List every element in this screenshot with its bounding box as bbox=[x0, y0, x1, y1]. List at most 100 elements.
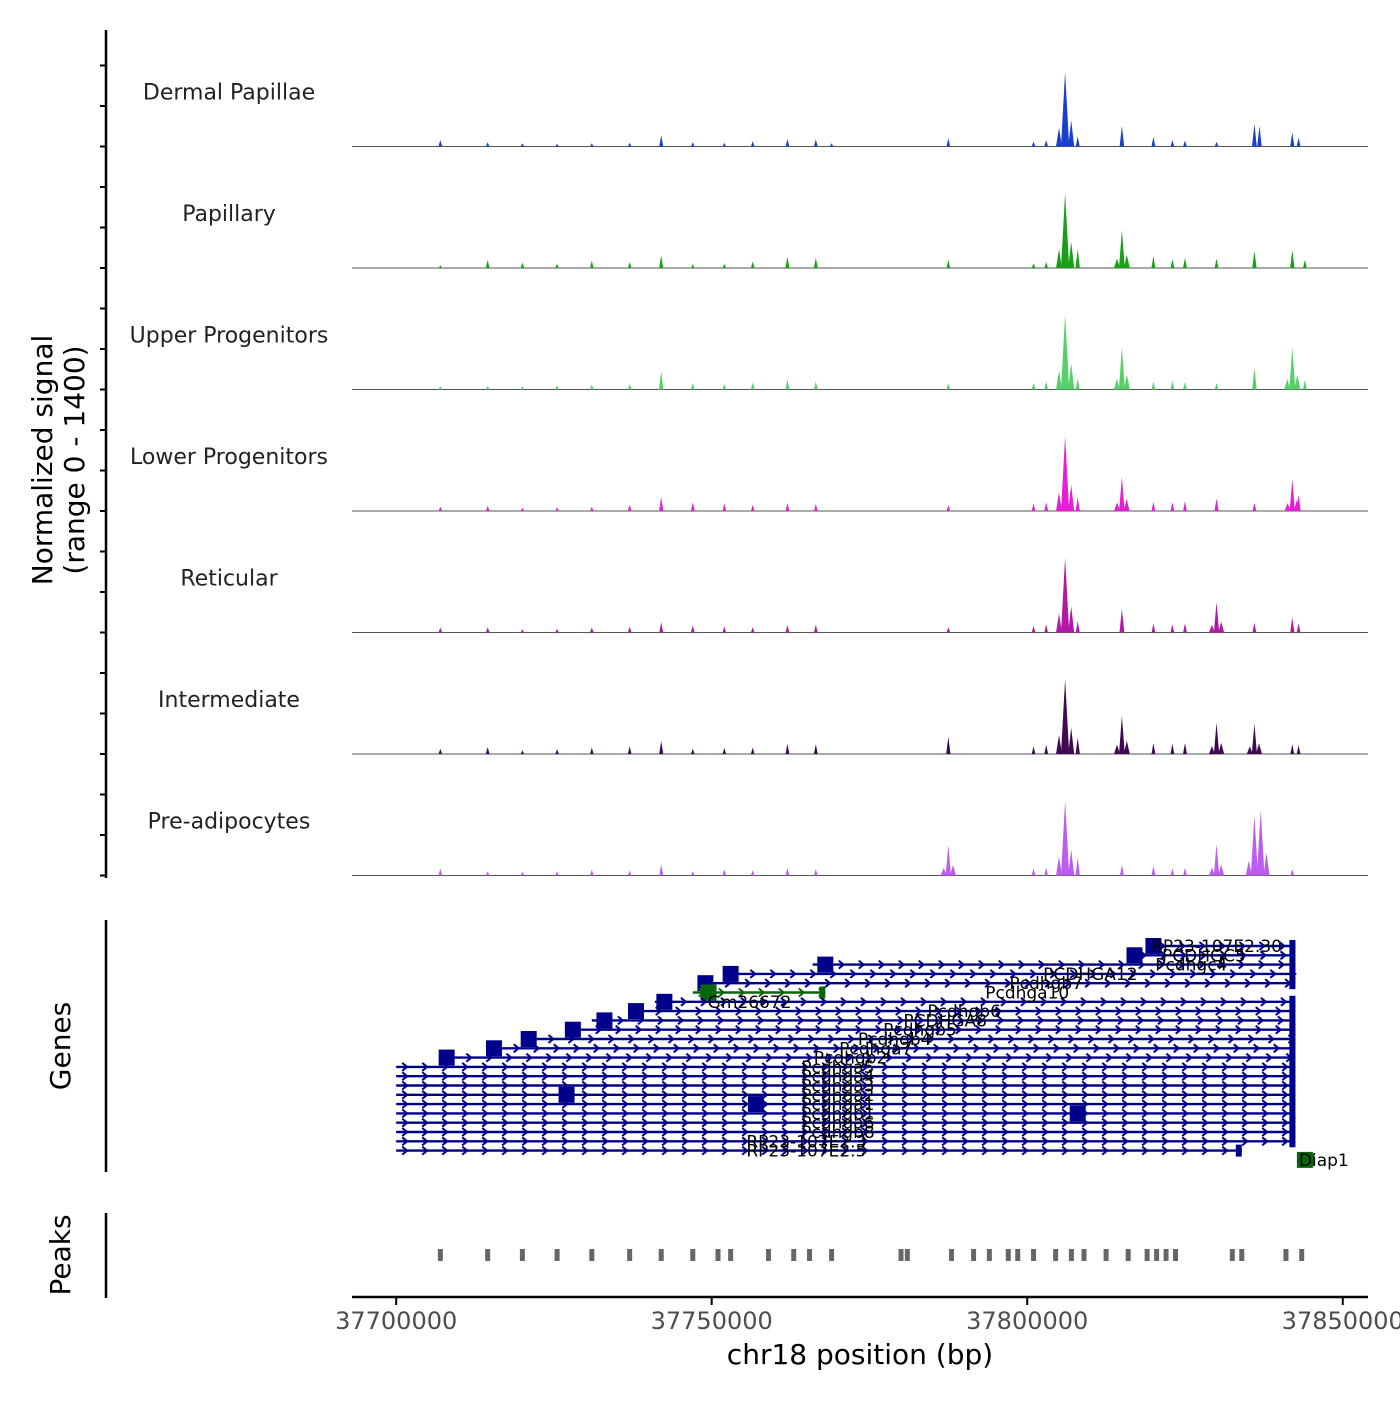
signal-peak bbox=[722, 263, 727, 268]
signal-peak bbox=[590, 384, 594, 390]
signal-peak bbox=[659, 135, 664, 147]
signal-peak bbox=[1044, 502, 1049, 511]
exon-end bbox=[1289, 1070, 1296, 1083]
signal-peak bbox=[785, 624, 790, 633]
signal-peak bbox=[722, 384, 727, 390]
signal-peak bbox=[485, 627, 490, 633]
signal-shoulder bbox=[1068, 120, 1075, 147]
signal-peak bbox=[1183, 743, 1187, 754]
peak-mark bbox=[485, 1249, 491, 1261]
signal-peak bbox=[1214, 141, 1219, 147]
strand-arrows bbox=[401, 1062, 1289, 1072]
exon-end bbox=[1289, 1088, 1296, 1101]
signal-peak bbox=[627, 262, 632, 268]
signal-peak bbox=[555, 871, 559, 876]
peak-mark bbox=[949, 1249, 955, 1261]
transcript-19 bbox=[396, 1116, 1296, 1129]
y-axis-title-line1: Normalized signal bbox=[26, 335, 59, 586]
signal-peak bbox=[945, 845, 951, 876]
signal-peak bbox=[659, 371, 664, 390]
signal-shoulder bbox=[940, 867, 947, 876]
signal-peak bbox=[1183, 623, 1187, 633]
exon-end bbox=[1289, 1098, 1296, 1111]
peak-mark bbox=[1163, 1249, 1169, 1261]
signal-peak bbox=[1151, 623, 1156, 633]
signal-peak bbox=[438, 627, 443, 633]
signal-peak bbox=[520, 629, 525, 633]
transcript-9 bbox=[564, 1021, 1296, 1038]
exon-block bbox=[627, 1003, 644, 1020]
signal-peak bbox=[1151, 865, 1156, 876]
gene-label: PCDHGA8 bbox=[903, 1011, 987, 1031]
signal-peak bbox=[1252, 123, 1257, 147]
peak-mark bbox=[1154, 1249, 1160, 1261]
signal-peak bbox=[1289, 347, 1296, 390]
transcript-1 bbox=[1126, 947, 1296, 964]
x-tick-label: 37800000 bbox=[966, 1307, 1088, 1335]
signal-peak bbox=[1170, 624, 1175, 633]
signal-shoulder bbox=[1208, 624, 1215, 633]
gene-label: Pcdhga7 bbox=[839, 1039, 912, 1059]
peak-mark bbox=[1144, 1249, 1150, 1261]
peak-mark bbox=[1173, 1249, 1179, 1261]
signal-peak bbox=[659, 622, 664, 633]
signal-peak bbox=[946, 627, 951, 633]
signal-peak bbox=[785, 743, 790, 754]
peak-mark bbox=[1103, 1249, 1109, 1261]
signal-peak bbox=[659, 864, 664, 876]
signal-peak bbox=[659, 255, 664, 268]
signal-peak bbox=[555, 507, 559, 511]
transcript-13 bbox=[396, 1060, 1296, 1073]
signal-peak bbox=[486, 385, 490, 390]
signal-peak bbox=[722, 748, 727, 754]
signal-peak bbox=[1250, 815, 1258, 876]
signal-peak bbox=[691, 142, 695, 147]
track-3: Lower Progenitors bbox=[130, 436, 1368, 512]
signal-peak bbox=[722, 869, 727, 876]
signal-peak bbox=[785, 256, 790, 268]
signal-peak bbox=[1075, 496, 1080, 511]
signal-peak bbox=[627, 142, 632, 147]
exon-end bbox=[1308, 1153, 1315, 1166]
signal-peak bbox=[785, 379, 790, 390]
signal-shoulder bbox=[950, 864, 956, 876]
exon-end bbox=[1289, 1023, 1296, 1036]
signal-peak bbox=[1252, 368, 1257, 390]
signal-peak bbox=[590, 627, 594, 633]
signal-peak bbox=[438, 506, 443, 511]
signal-shoulder bbox=[1056, 613, 1062, 633]
signal-shoulder bbox=[1114, 744, 1120, 754]
signal-peak bbox=[1296, 137, 1301, 147]
peak-mark bbox=[765, 1249, 771, 1261]
x-axis-title: chr18 position (bp) bbox=[727, 1338, 993, 1371]
gene-label: Pcdhga5 bbox=[801, 1058, 874, 1078]
peak-mark bbox=[519, 1249, 525, 1261]
signal-peak bbox=[1170, 140, 1175, 147]
signal-peak bbox=[1303, 379, 1307, 390]
exon-end bbox=[1289, 1126, 1296, 1138]
exon-end bbox=[1289, 1060, 1296, 1073]
signal-peak bbox=[1119, 125, 1125, 147]
signal-shoulder bbox=[1246, 746, 1253, 754]
signal-peak bbox=[485, 142, 490, 147]
signal-peak bbox=[1213, 602, 1220, 633]
signal-peak bbox=[590, 869, 594, 876]
transcript-8 bbox=[591, 1012, 1296, 1029]
track-label: Reticular bbox=[180, 567, 278, 592]
signal-peak bbox=[813, 744, 818, 754]
signal-peak bbox=[1061, 71, 1070, 147]
signal-peak bbox=[1119, 608, 1125, 633]
signal-peak bbox=[1151, 381, 1156, 390]
signal-peak bbox=[590, 143, 594, 147]
peak-mark bbox=[1239, 1249, 1245, 1261]
exon-block bbox=[1145, 938, 1162, 954]
exon-end bbox=[819, 986, 826, 999]
signal-peak bbox=[1044, 140, 1048, 147]
signal-peak bbox=[1061, 557, 1070, 633]
gene-label: PCDHGC5 bbox=[1162, 946, 1246, 966]
gene-label: RP23-107E2.3 bbox=[746, 1132, 866, 1152]
signal-peak bbox=[814, 869, 818, 876]
signal-peak bbox=[1151, 743, 1156, 754]
signal-peak bbox=[1252, 251, 1257, 268]
